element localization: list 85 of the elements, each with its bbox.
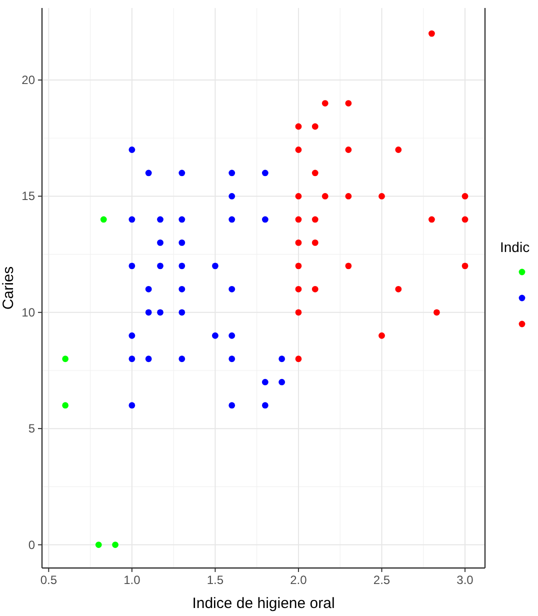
x-tick-label: 2.0: [290, 573, 308, 587]
point: [378, 332, 385, 339]
point: [212, 262, 218, 270]
point: [378, 193, 385, 200]
legend-title: Indic: [500, 239, 530, 255]
point: [178, 356, 186, 362]
point: [295, 146, 302, 153]
point: [95, 542, 102, 548]
point: [145, 356, 152, 362]
point: [295, 356, 302, 362]
point: [395, 286, 402, 292]
point: [128, 332, 136, 339]
point: [312, 123, 318, 130]
point: [178, 216, 186, 223]
point: [145, 309, 152, 316]
point: [295, 309, 302, 316]
point: [228, 402, 236, 409]
point: [322, 193, 328, 200]
point: [312, 216, 318, 223]
point: [228, 332, 236, 339]
point: [178, 286, 186, 292]
y-tick-label: 5: [28, 422, 36, 436]
x-axis-title: Indice de higiene oral: [192, 595, 335, 612]
point: [228, 193, 236, 200]
point: [295, 286, 302, 292]
point: [145, 170, 152, 176]
x-tick-label: 1.0: [124, 573, 141, 587]
point: [262, 170, 268, 176]
point: [228, 356, 236, 362]
point: [128, 356, 136, 362]
point: [178, 309, 186, 316]
point: [278, 378, 286, 386]
point: [345, 262, 352, 270]
point: [462, 262, 468, 270]
point: [345, 100, 352, 106]
x-tick-label: 2.5: [373, 573, 390, 587]
point: [312, 286, 318, 292]
point: [278, 356, 286, 362]
point: [128, 262, 136, 270]
point: [462, 193, 468, 200]
point: [262, 216, 268, 223]
point: [128, 216, 136, 223]
point: [295, 193, 302, 200]
point: [112, 542, 118, 548]
point: [395, 146, 402, 153]
point: [345, 146, 352, 153]
point: [62, 402, 69, 409]
point: [262, 402, 268, 409]
point: [157, 216, 164, 223]
point: [145, 286, 152, 292]
point: [62, 356, 69, 362]
point: [428, 30, 435, 37]
point: [157, 309, 164, 316]
point: [322, 100, 328, 106]
point: [428, 216, 435, 223]
point: [228, 170, 236, 176]
point: [262, 378, 268, 386]
point: [295, 123, 302, 130]
point: [178, 170, 186, 176]
point: [157, 262, 164, 270]
point: [178, 262, 186, 270]
point: [312, 239, 318, 246]
point: [228, 216, 236, 223]
point: [128, 146, 136, 153]
point: [434, 309, 440, 316]
y-tick-label: 0: [28, 538, 36, 552]
x-tick-label: 1.5: [206, 573, 224, 587]
point: [178, 239, 186, 246]
point: [128, 402, 136, 409]
y-tick-label: 20: [22, 73, 36, 88]
point: [295, 262, 302, 270]
x-tick-label: 0.5: [40, 573, 58, 587]
point: [345, 193, 352, 200]
point: [212, 332, 218, 339]
point: [228, 286, 236, 292]
y-tick-label: 15: [22, 189, 36, 204]
x-tick-label: 3.0: [456, 573, 474, 587]
point: [295, 216, 302, 223]
point: [100, 216, 107, 223]
point: [462, 216, 468, 223]
y-axis-title: Caries: [0, 266, 17, 310]
point: [295, 239, 302, 246]
point: [157, 239, 164, 246]
y-tick-label: 10: [22, 305, 36, 320]
point: [312, 170, 318, 176]
